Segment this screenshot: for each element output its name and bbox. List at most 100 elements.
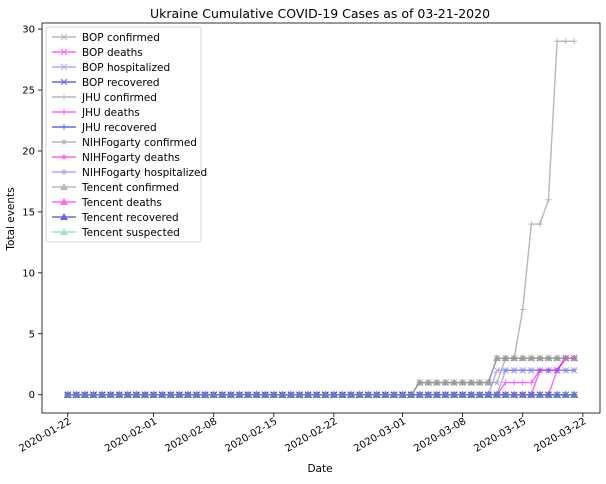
legend-label: BOP deaths — [82, 47, 143, 59]
plus-marker — [61, 109, 67, 115]
legend-item: BOP hospitalized — [52, 62, 170, 74]
plus-marker — [562, 38, 569, 45]
star-marker — [553, 366, 561, 374]
legend-swatch — [52, 33, 76, 41]
legend-swatch — [52, 168, 76, 175]
marker-stroke — [60, 63, 68, 71]
triangle-marker — [561, 390, 570, 398]
triangle-marker — [458, 390, 467, 398]
legend-label: JHU deaths — [81, 107, 140, 119]
triangle-marker — [518, 354, 527, 362]
legend-item: JHU deaths — [52, 107, 140, 119]
plus-marker — [528, 379, 535, 386]
marker-stroke — [493, 366, 501, 374]
triangle-marker — [244, 390, 253, 398]
plot-frame — [41, 22, 601, 414]
triangle-marker — [458, 378, 467, 386]
legend-label: Tencent suspected — [81, 227, 180, 239]
triangle-marker — [261, 390, 270, 398]
triangle-marker — [553, 390, 562, 398]
star-marker — [519, 366, 527, 374]
star-marker — [510, 366, 518, 374]
triangle-marker — [484, 390, 493, 398]
triangle-marker — [510, 354, 519, 362]
legend: BOP confirmed BOP deaths BOP hospitalized B… — [45, 26, 207, 243]
triangle-marker — [467, 378, 476, 386]
triangle-marker — [278, 390, 287, 398]
legend-swatch — [52, 124, 76, 130]
triangle-marker — [63, 390, 72, 398]
triangle-marker — [132, 390, 141, 398]
legend-item: JHU confirmed — [52, 92, 157, 104]
triangle-marker — [432, 390, 441, 398]
legend-swatch — [52, 138, 76, 145]
triangle-marker — [60, 198, 68, 205]
legend-swatch — [52, 78, 76, 86]
y-tick-label: 25 — [22, 86, 35, 97]
triangle-marker — [321, 390, 330, 398]
series-bop-deaths — [64, 354, 578, 399]
legend-swatch — [52, 228, 76, 235]
triangle-marker — [60, 228, 68, 235]
triangle-marker — [60, 183, 68, 190]
triangle-marker — [115, 390, 124, 398]
triangle-marker — [570, 390, 579, 398]
triangle-marker — [209, 390, 218, 398]
legend-label: BOP confirmed — [82, 32, 160, 44]
triangle-marker — [544, 390, 553, 398]
plus-marker — [502, 379, 509, 386]
triangle-marker — [338, 390, 347, 398]
triangle-marker — [98, 390, 107, 398]
triangle-marker — [106, 390, 115, 398]
legend-item: BOP confirmed — [52, 32, 160, 44]
plus-marker — [61, 124, 67, 130]
triangle-marker — [158, 390, 167, 398]
triangle-marker — [80, 390, 89, 398]
triangle-marker — [501, 390, 510, 398]
y-tick-label: 10 — [22, 268, 35, 279]
star-marker — [60, 168, 68, 175]
triangle-marker — [535, 354, 544, 362]
legend-label: BOP hospitalized — [82, 62, 170, 74]
plus-marker — [528, 221, 535, 228]
legend-swatch — [52, 48, 76, 56]
x-tick-label: 2020-03-08 — [412, 416, 468, 455]
x-marker — [60, 63, 68, 71]
triangle-marker — [415, 390, 424, 398]
plus-marker — [554, 38, 561, 45]
star-marker — [545, 366, 552, 374]
x-tick-label: 2020-03-22 — [532, 416, 588, 455]
triangle-marker — [364, 390, 373, 398]
triangle-marker — [166, 390, 175, 398]
plus-marker — [536, 221, 543, 228]
star-marker — [493, 379, 501, 386]
triangle-marker — [286, 390, 295, 398]
triangle-marker — [72, 390, 81, 398]
triangle-marker — [510, 390, 519, 398]
triangle-marker — [475, 390, 484, 398]
legend-item: JHU recovered — [52, 122, 157, 134]
legend-swatch — [52, 153, 76, 160]
legend-swatch — [52, 94, 76, 100]
x-axis-label: Date — [307, 463, 332, 475]
triangle-marker — [355, 390, 364, 398]
x-tick-label: 2020-02-15 — [223, 416, 279, 455]
triangle-marker — [424, 390, 433, 398]
plus-marker — [519, 379, 526, 386]
series-bop-confirmed — [64, 354, 578, 399]
triangle-marker — [492, 390, 501, 398]
legend-item: BOP deaths — [52, 47, 143, 59]
triangle-marker — [407, 390, 416, 398]
triangle-marker — [149, 390, 158, 398]
plus-marker — [61, 94, 67, 100]
y-tick-label: 5 — [29, 329, 35, 340]
legend-item: Tencent confirmed — [52, 182, 179, 194]
marker-stroke — [60, 33, 68, 41]
legend-swatch — [52, 63, 76, 71]
x-tick-label: 2020-02-22 — [284, 416, 340, 455]
triangle-marker — [218, 390, 227, 398]
star-marker — [527, 366, 535, 374]
triangle-marker — [544, 354, 553, 362]
